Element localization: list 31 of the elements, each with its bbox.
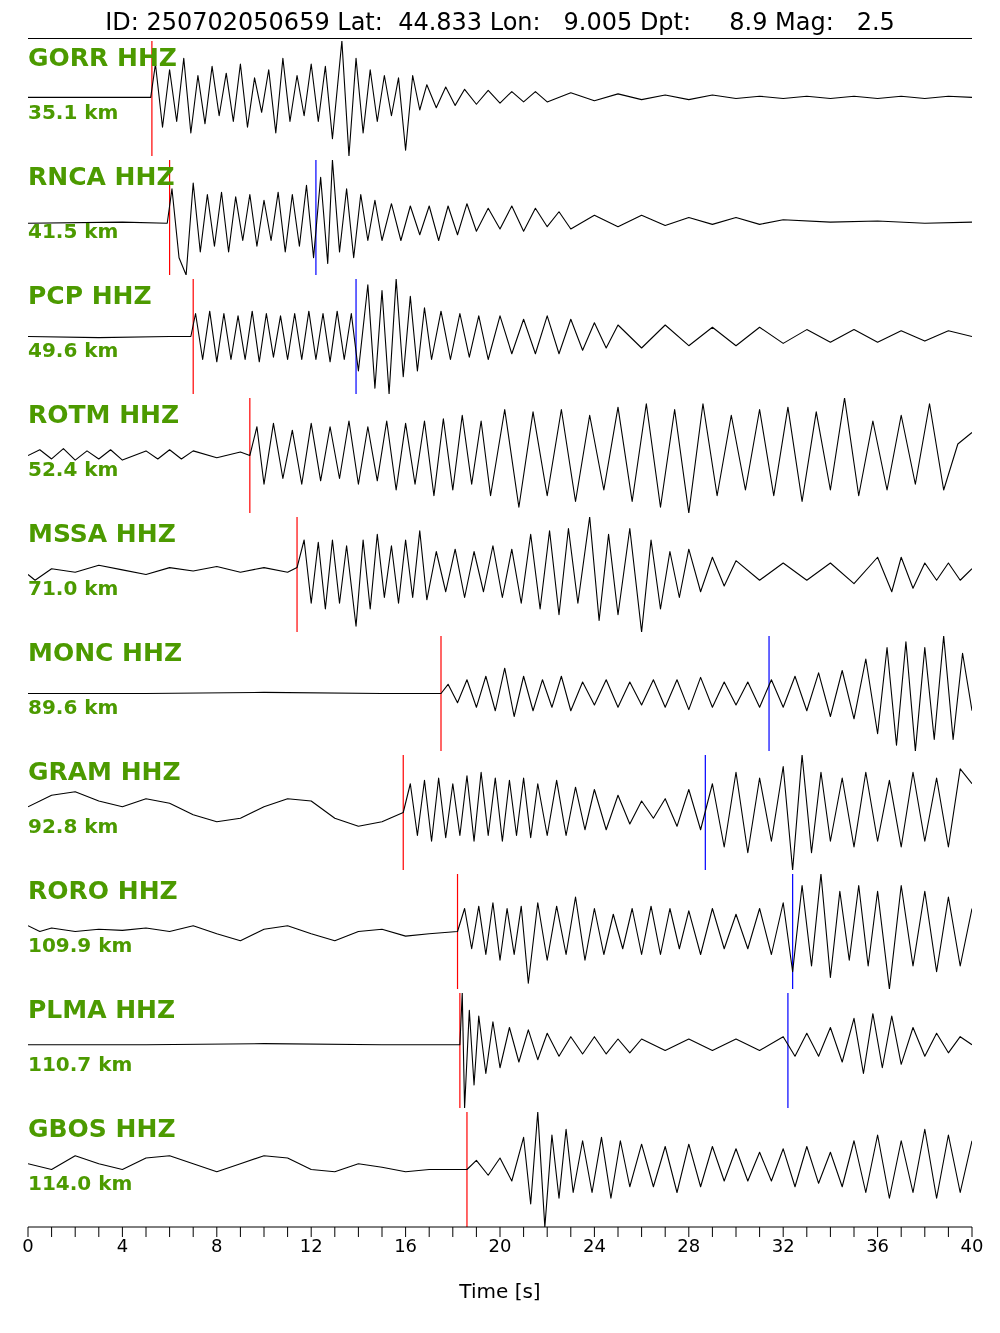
- chart-title: MONC HHZ: [28, 638, 183, 667]
- text: 92.8 km: [28, 814, 119, 838]
- text: 109.9 km: [28, 933, 133, 957]
- text: 35.1 km: [28, 100, 119, 124]
- chart-title: MSSA HHZ: [28, 519, 176, 548]
- x-tick-label: 8: [211, 1234, 223, 1256]
- x-tick-label: 16: [394, 1234, 418, 1256]
- chart-title: PCP HHZ: [28, 281, 152, 310]
- text: 41.5 km: [28, 219, 119, 243]
- chart-title: ROTM HHZ: [28, 400, 180, 429]
- text: 49.6 km: [28, 338, 119, 362]
- x-tick-label: 24: [582, 1234, 606, 1256]
- text: 71.0 km: [28, 576, 119, 600]
- x-tick-label: 32: [771, 1234, 795, 1256]
- x-tick-label: 20: [488, 1234, 512, 1256]
- chart-title: PLMA HHZ: [28, 995, 176, 1024]
- x-tick-label: 36: [866, 1234, 890, 1256]
- x-tick-label: 4: [116, 1234, 129, 1256]
- text: ID: 250702050659 Lat: 44.833 Lon: 9.005 Dpt: 8.9 Mag: 2.5: [28, 8, 972, 39]
- text: 114.0 km: [28, 1171, 133, 1195]
- text: 89.6 km: [28, 695, 119, 719]
- x-tick-label: 12: [299, 1234, 323, 1256]
- x-axis-title: Time [s]: [458, 1279, 542, 1303]
- chart-title: RORO HHZ: [28, 876, 178, 905]
- chart-title: GRAM HHZ: [28, 757, 181, 786]
- text: 52.4 km: [28, 457, 119, 481]
- chart-title: GBOS HHZ: [28, 1114, 176, 1143]
- x-tick-label: 0: [22, 1234, 34, 1256]
- x-tick-label: 28: [677, 1234, 701, 1256]
- text: 110.7 km: [28, 1052, 133, 1076]
- x-tick-label: 40: [960, 1234, 984, 1256]
